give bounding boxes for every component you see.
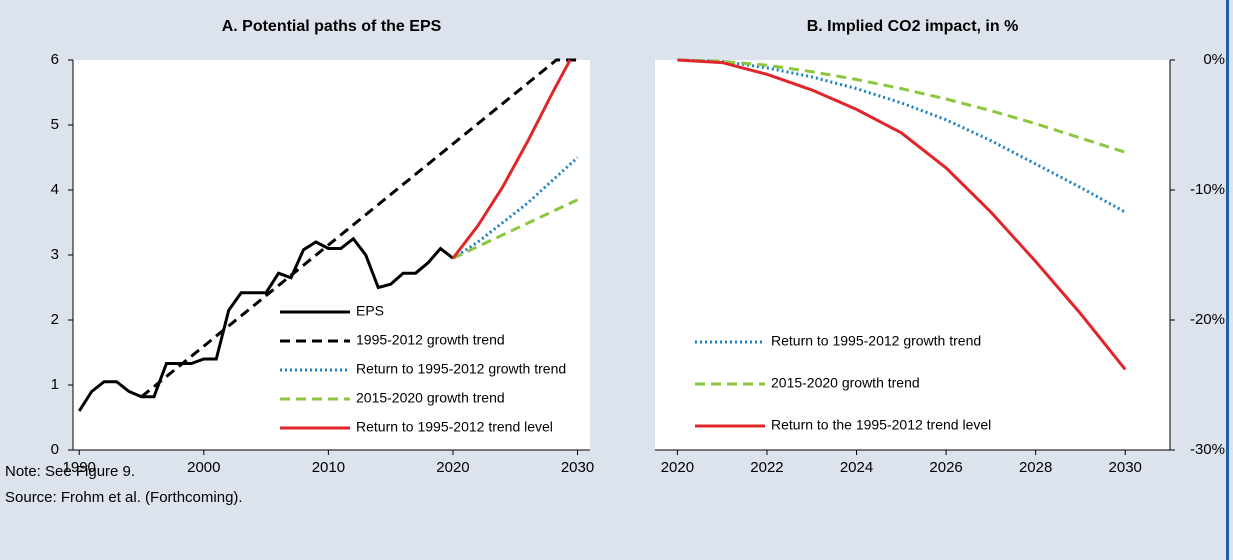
legend-label: 2015-2020 growth trend [771, 375, 920, 391]
y-tick-label: 6 [51, 51, 59, 68]
legend-label: 1995-2012 growth trend [356, 332, 505, 348]
series-line [677, 58, 1127, 371]
x-tick-label: 2024 [840, 459, 873, 476]
series-line [451, 59, 572, 260]
series-line [677, 58, 1126, 154]
frame-edge [1226, 0, 1229, 560]
y-tick-label: -30% [1190, 441, 1225, 458]
y-tick-label: 0 [51, 441, 59, 458]
y-tick-label: -10% [1190, 181, 1225, 198]
x-tick-label: 2000 [187, 459, 220, 476]
y-tick-label: 5 [51, 116, 59, 133]
chart-title: A. Potential paths of the EPS [222, 18, 442, 35]
legend-label: Return to 1995-2012 trend level [356, 419, 553, 435]
series-line [452, 198, 579, 260]
legend-box [276, 298, 586, 442]
source: Source: Frohm et al. (Forthcoming). [5, 489, 243, 506]
x-tick-label: 2010 [312, 459, 345, 476]
legend-label: Return to 1995-2012 growth trend [356, 361, 566, 377]
chart-title: B. Implied CO2 impact, in % [807, 18, 1019, 35]
series-line [140, 58, 578, 398]
x-tick-label: 2030 [1109, 459, 1142, 476]
legend-label: EPS [356, 303, 384, 319]
legend-label: Return to 1995-2012 growth trend [771, 333, 981, 349]
legend-label: Return to the 1995-2012 trend level [771, 417, 991, 433]
y-tick-label: 1 [51, 376, 59, 393]
x-tick-label: 2020 [661, 459, 694, 476]
x-tick-label: 2020 [436, 459, 469, 476]
x-tick-label: 2022 [750, 459, 783, 476]
note: Note: See Figure 9. [5, 463, 135, 480]
y-tick-label: 3 [51, 246, 59, 263]
legend-label: 2015-2020 growth trend [356, 390, 505, 406]
y-tick-label: 0% [1203, 51, 1225, 68]
x-tick-label: 2026 [929, 459, 962, 476]
y-tick-label: 4 [51, 181, 59, 198]
y-tick-label: 2 [51, 311, 59, 328]
x-tick-label: 2028 [1019, 459, 1052, 476]
x-tick-label: 1990 [63, 459, 96, 476]
x-tick-label: 2030 [561, 459, 594, 476]
y-tick-label: -20% [1190, 311, 1225, 328]
